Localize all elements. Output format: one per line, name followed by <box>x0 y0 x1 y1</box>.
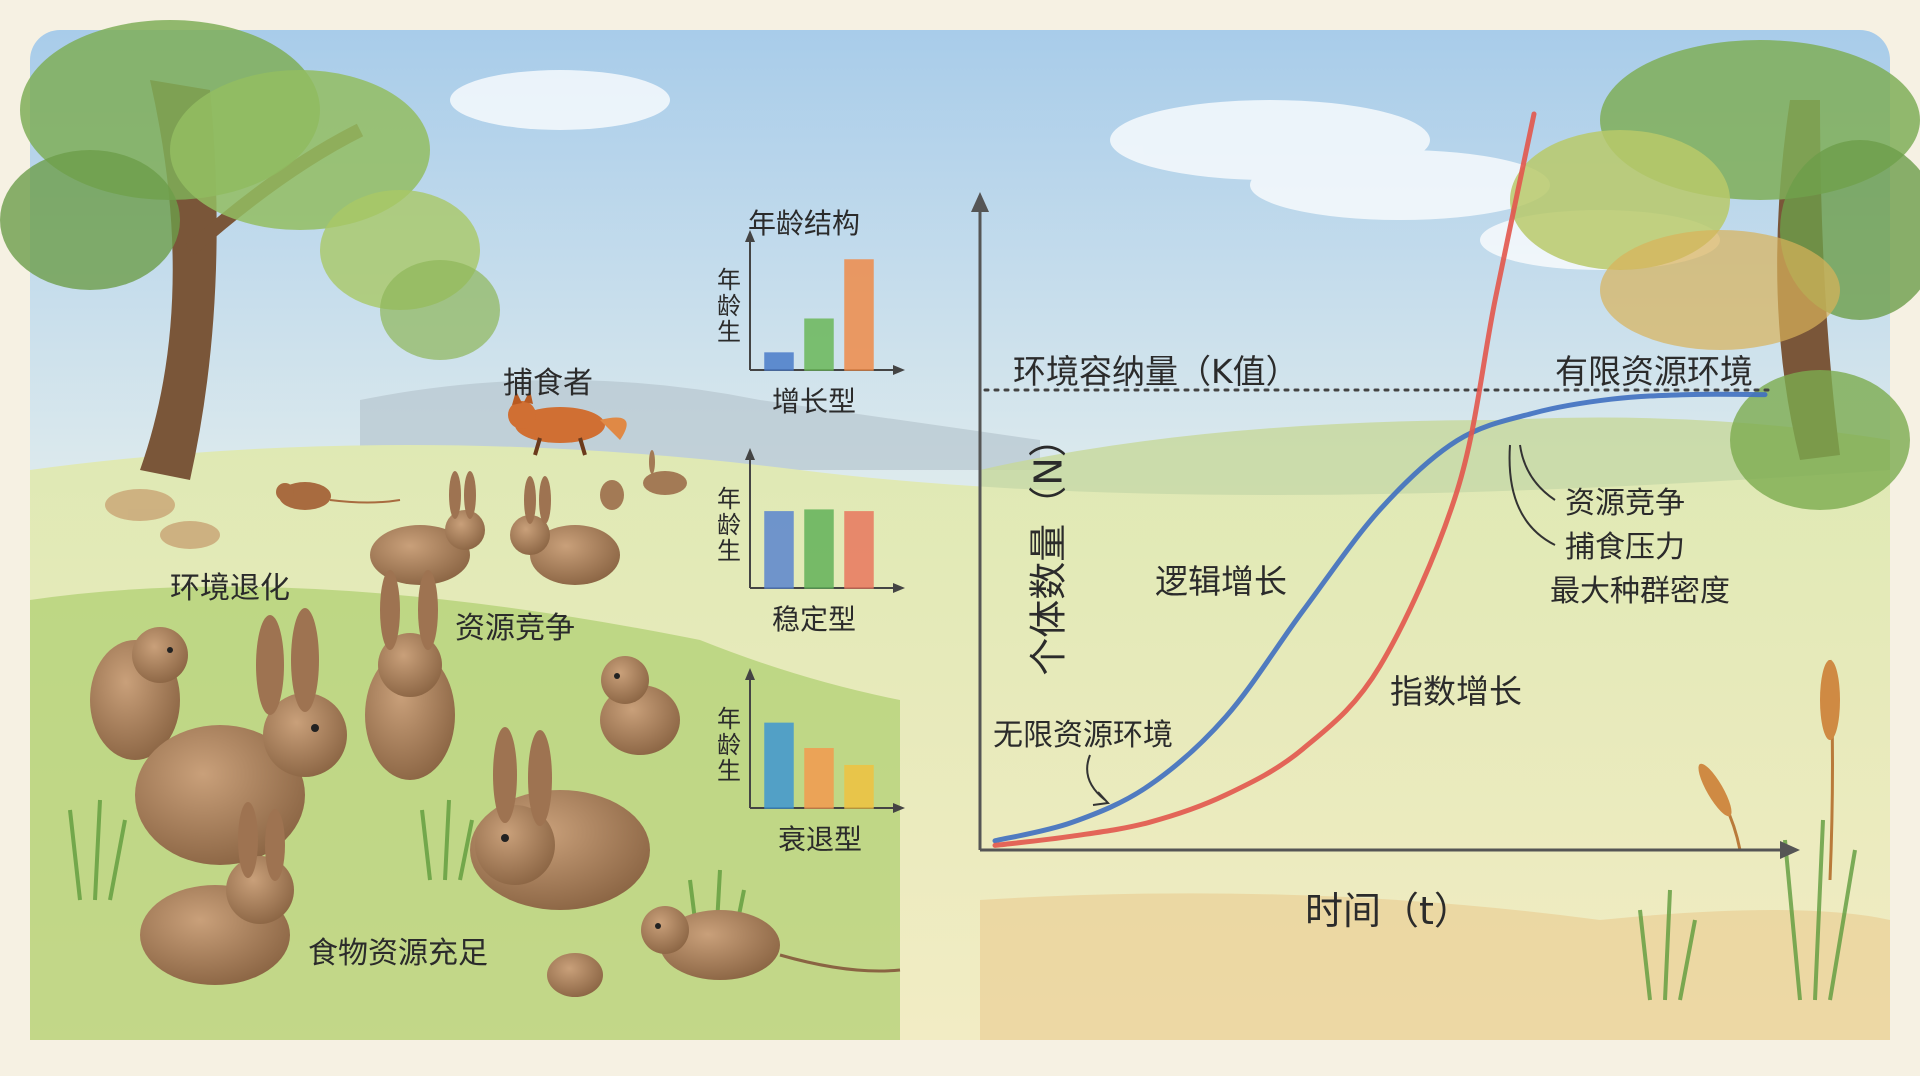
mouse-left <box>276 482 401 510</box>
age-bar <box>764 511 794 589</box>
age-chart-x-arrow <box>893 583 905 593</box>
rabbit-distant <box>600 450 687 510</box>
age-bar <box>764 722 794 809</box>
vole-right <box>600 656 680 755</box>
age-chart-y-arrow <box>745 230 755 242</box>
logistic-curve <box>992 391 1768 844</box>
age-structure-charts <box>745 230 905 813</box>
factor-max-density: 最大种群密度 <box>1550 574 1730 609</box>
food-label: 食物资源充足 <box>308 936 488 971</box>
rabbit-mid-2 <box>510 476 620 585</box>
age-chart-y-arrow <box>745 448 755 460</box>
age-chart-1 <box>745 230 905 375</box>
age-chart-y-arrow <box>745 668 755 680</box>
dirt-path <box>980 893 1890 1040</box>
left-tree <box>0 20 500 480</box>
unlimited-arrowhead <box>1092 791 1111 806</box>
age-bar <box>844 511 874 589</box>
age-bar <box>844 764 874 809</box>
logistic-growth-label: 逻辑增长 <box>1155 562 1287 601</box>
age-bar <box>804 748 834 809</box>
age-y-label-2: 年龄生 <box>717 485 741 565</box>
right-tree <box>1510 40 1920 510</box>
age-y-label-3: 年龄生 <box>717 705 741 785</box>
wheat-stalks <box>1698 659 1840 881</box>
growth-type-label: 增长型 <box>772 385 857 418</box>
factor-predation: 捕食压力 <box>1565 530 1685 565</box>
factors-arrow-2 <box>1508 444 1556 546</box>
burrow-mounds <box>105 489 220 549</box>
x-axis-arrow <box>1780 841 1800 859</box>
mouse-bottom <box>547 906 901 997</box>
age-bar <box>764 352 794 371</box>
x-axis-label: 时间（t） <box>1305 889 1472 933</box>
exponential-growth-label: 指数增长 <box>1390 672 1522 711</box>
competition-label: 资源竞争 <box>455 611 575 646</box>
declining-type-label: 衰退型 <box>778 823 863 856</box>
rabbit-sitting <box>365 570 455 780</box>
age-chart-x-arrow <box>893 365 905 375</box>
k-value-label: 环境容纳量（K值） <box>1013 352 1299 391</box>
age-chart-x-arrow <box>893 803 905 813</box>
age-y-label-1: 年龄生 <box>717 266 741 346</box>
age-chart-2 <box>745 448 905 593</box>
unlimited-resources-label: 无限资源环境 <box>993 718 1173 753</box>
age-bar <box>804 318 834 371</box>
y-axis-arrow <box>971 192 989 212</box>
age-bar <box>844 259 874 371</box>
fox <box>508 390 627 456</box>
vole-left <box>90 627 188 760</box>
exponential-curve <box>992 111 1537 848</box>
factors-arrow-1 <box>1519 444 1556 501</box>
factor-competition: 资源竞争 <box>1565 486 1685 521</box>
limited-resources-label: 有限资源环境 <box>1555 352 1753 391</box>
age-structure-title: 年龄结构 <box>748 207 861 240</box>
population-growth-graph <box>971 111 1800 859</box>
stable-type-label: 稳定型 <box>772 603 857 636</box>
rabbit-front <box>470 727 650 910</box>
rabbit-mid-1 <box>370 471 485 585</box>
degradation-label: 环境退化 <box>170 571 290 606</box>
y-axis-label: 个体数量（N） <box>1026 419 1071 676</box>
age-bar <box>804 509 834 589</box>
predator-label: 捕食者 <box>503 366 593 401</box>
rabbit-bottom-left <box>140 802 294 985</box>
age-chart-3 <box>745 668 905 813</box>
rabbit-large <box>135 608 347 865</box>
